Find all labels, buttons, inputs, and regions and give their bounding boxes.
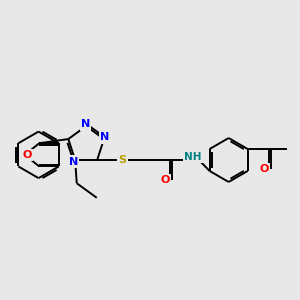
Text: O: O: [23, 150, 32, 160]
Text: O: O: [161, 175, 170, 185]
Text: N: N: [81, 119, 90, 130]
Text: S: S: [118, 155, 126, 165]
Text: N: N: [69, 157, 78, 166]
Text: N: N: [100, 132, 109, 142]
Text: O: O: [260, 164, 269, 174]
Text: NH: NH: [184, 152, 202, 162]
